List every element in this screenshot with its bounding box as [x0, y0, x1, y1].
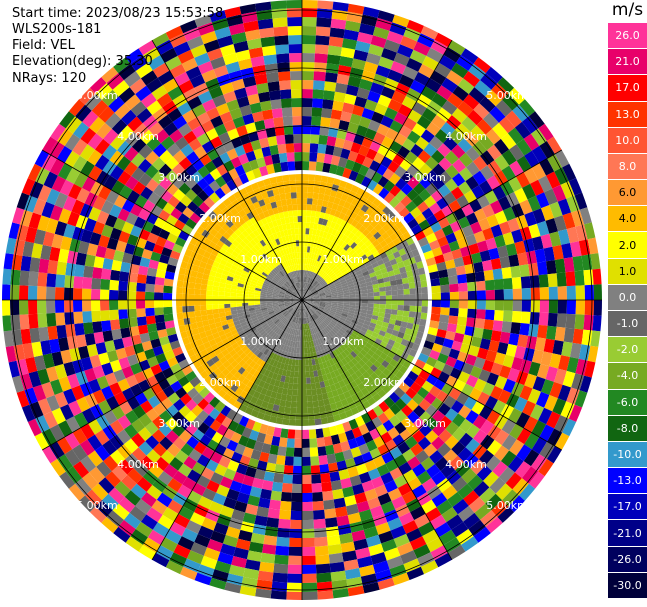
colorbar-segment	[608, 310, 647, 337]
colorbar-segment	[608, 440, 647, 468]
range-ring-label: 5.00km	[486, 499, 528, 512]
colorbar-segment	[608, 283, 647, 310]
azimuth-line	[301, 149, 563, 301]
colorbar-tick-label: 26.0	[615, 29, 640, 43]
colorbar-tick-label: 10.0	[615, 133, 640, 147]
colorbar-segment	[608, 493, 647, 520]
colorbar-tick-label: -17.0	[613, 500, 642, 514]
colorbar-tick-label: 6.0	[618, 186, 637, 200]
colorbar-tick-label: 13.0	[615, 107, 640, 121]
azimuth-line	[151, 299, 303, 561]
range-ring-label: 4.00km	[445, 130, 487, 143]
colorbar-tick-label: -1.0	[616, 317, 639, 331]
colorbar-segment	[608, 388, 647, 415]
ppi-radar-plot: 1.00km 2.00km 3.00km 4.00km 5.00km 1.00km 2.00…	[1, 0, 603, 601]
azimuth-line	[301, 299, 453, 561]
elevation-label: Elevation(deg): 35.30	[12, 54, 153, 69]
colorbar-segment	[608, 414, 647, 441]
range-ring-label: 1.00km	[240, 253, 282, 266]
colorbar-tick-label: 21.0	[615, 55, 640, 69]
colorbar-tick-label: -8.0	[616, 421, 639, 435]
colorbar-segment	[608, 336, 647, 363]
range-ring-label: 1.00km	[322, 335, 364, 348]
colorbar-tick-label: 17.0	[615, 81, 640, 95]
range-ring-label: 2.00km	[363, 212, 405, 225]
range-ring-label: 5.00km	[486, 89, 528, 102]
colorbar-tick-label: 8.0	[618, 160, 637, 173]
azimuth-line	[151, 39, 303, 301]
colorbar-tick-label: 4.0	[618, 212, 637, 226]
field-label: Field: VEL	[12, 38, 75, 53]
range-ring-label: 3.00km	[404, 171, 446, 184]
colorbar-tick-label: -6.0	[616, 395, 639, 409]
colorbar-tick-label: 0.0	[618, 290, 637, 304]
range-ring-label: 2.00km	[363, 376, 405, 389]
range-ring-label: 4.00km	[117, 458, 159, 471]
colorbar-segment	[608, 362, 647, 389]
colorbar-segment	[608, 48, 647, 75]
range-ring-label: 4.00km	[445, 458, 487, 471]
range-ring-label: 1.00km	[240, 335, 282, 348]
range-ring-label: 5.00km	[76, 499, 118, 512]
colorbar-segment	[608, 74, 647, 101]
azimuth-line	[301, 39, 453, 301]
colorbar-segment	[608, 257, 647, 284]
range-ring-label: 3.00km	[158, 417, 200, 430]
colorbar-tick-label: -13.0	[613, 474, 642, 488]
colorbar-segment	[608, 231, 647, 258]
colorbar-tick-label: -30.0	[613, 578, 642, 592]
wind-velocity-gates	[176, 174, 428, 426]
range-ring-label: 2.00km	[199, 376, 241, 389]
range-ring-labels: 1.00km 2.00km 3.00km 4.00km 5.00km 1.00km 2.00…	[76, 89, 528, 512]
colorbar-segment	[608, 545, 647, 572]
start-time-label: Start time: 2023/08/23 15:53:58	[12, 6, 224, 21]
colorbar-tick-label: -2.0	[616, 343, 639, 357]
azimuth-lines	[2, 0, 602, 600]
nrays-label: NRays: 120	[12, 71, 87, 86]
colorbar-segment	[608, 100, 647, 127]
range-ring-label: 1.00km	[322, 253, 364, 266]
instrument-label: WLS200s-181	[12, 22, 102, 37]
range-ring-label: 3.00km	[158, 171, 200, 184]
colorbar-tick-label: -4.0	[616, 369, 639, 383]
colorbar-tick-label: -21.0	[613, 526, 642, 540]
colorbar-segment	[608, 467, 647, 494]
colorbar-segment	[608, 126, 647, 153]
azimuth-line	[41, 149, 303, 301]
colorbar-segment	[608, 205, 647, 232]
colorbar-segment	[608, 22, 647, 49]
range-ring-label: 5.00km	[76, 89, 118, 102]
colorbar-segment	[608, 519, 647, 546]
noise-ring-gates	[1, 0, 603, 601]
colorbar: 26.0 21.0 17.0 13.0 10.0 8.0 6.0 4.0 2.0 1.0 0.0 -1…	[608, 22, 647, 598]
colorbar-tick-label: -26.0	[613, 552, 642, 566]
colorbar-segment	[608, 571, 647, 598]
colorbar-segment	[608, 152, 647, 180]
colorbar-unit: m/s	[611, 0, 644, 20]
azimuth-line	[301, 299, 563, 451]
range-ring-label: 2.00km	[199, 212, 241, 225]
colorbar-tick-label: -10.0	[613, 448, 642, 461]
range-ring-label: 4.00km	[117, 130, 159, 143]
colorbar-tick-label: 1.0	[618, 264, 637, 278]
range-ring-label: 3.00km	[404, 417, 446, 430]
colorbar-tick-label: 2.0	[618, 238, 637, 252]
azimuth-line	[41, 299, 303, 451]
colorbar-segment	[608, 179, 647, 206]
